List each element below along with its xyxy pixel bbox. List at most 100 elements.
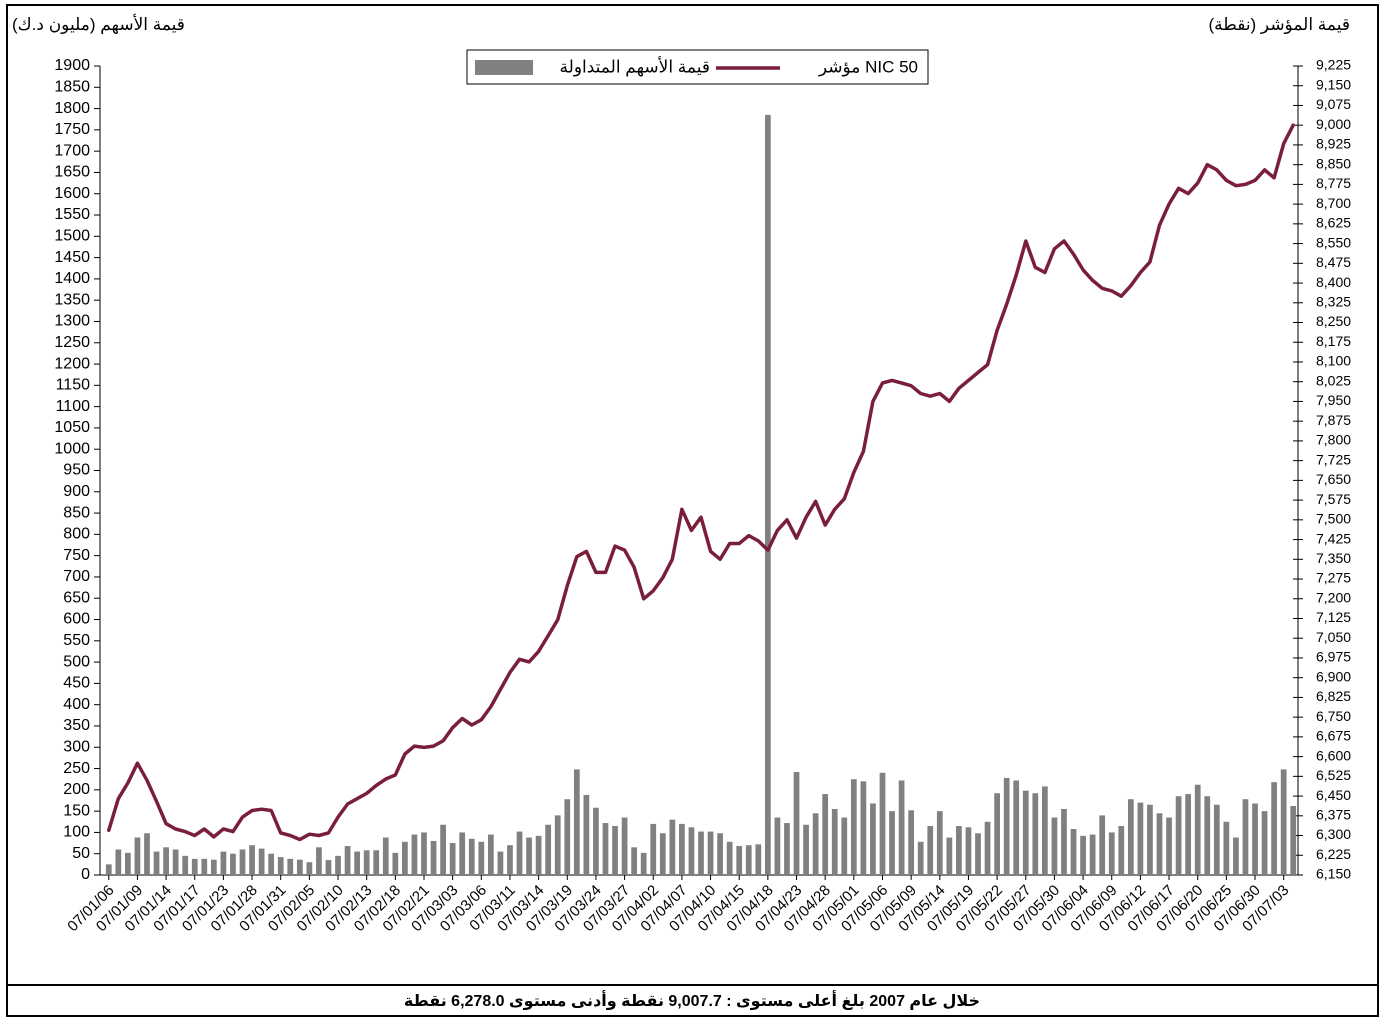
y2-tick-label: 6,675 [1316,728,1351,744]
bar [726,841,733,875]
bar [1080,835,1086,875]
bar [373,850,380,875]
bar [831,809,838,875]
bar [402,841,408,875]
bar [411,834,418,875]
bar [612,826,618,875]
bar [1022,790,1029,875]
y-tick-label: 1150 [56,377,91,394]
bar [430,840,437,875]
bar [344,846,351,875]
bar [220,851,227,875]
y2-tick-label: 6,375 [1316,807,1351,823]
bar [507,845,513,875]
y2-tick-label: 7,800 [1316,432,1351,448]
bar [917,841,924,875]
y-tick-label: 1300 [54,313,90,330]
bar [631,847,638,875]
y2-tick-label: 7,050 [1316,629,1351,645]
y-tick-label: 800 [63,526,90,543]
y-tick-label: 900 [63,483,90,500]
bar [975,833,981,875]
bar [583,794,590,875]
y-tick-label: 1800 [54,100,90,117]
y2-tick-label: 7,125 [1316,609,1351,625]
bar [526,837,532,875]
frame [6,4,1379,1017]
bar [115,849,122,875]
legend-box [466,49,929,85]
y2-tick-label: 7,275 [1316,570,1351,586]
bar [593,807,599,875]
bar [1051,817,1058,875]
y-tick-label: 1700 [54,142,90,159]
bar [545,824,552,875]
y-tick-label: 350 [63,717,90,734]
bar [105,864,112,875]
y-tick-label: 300 [63,738,90,755]
bar [153,851,160,875]
bar [669,819,676,875]
bar [1242,799,1249,875]
bar [956,826,962,875]
bar [210,859,217,875]
bar [1194,784,1201,875]
bar [1137,802,1144,875]
bar [784,823,790,875]
bar [898,780,905,875]
y2-tick-label: 7,500 [1316,511,1351,527]
bar [1070,829,1077,875]
y-tick-label: 1000 [54,440,90,457]
bar [745,845,752,875]
bar [1127,799,1134,875]
y2-tick-label: 8,175 [1316,333,1351,349]
y2-tick-label: 6,525 [1316,767,1351,783]
bar [812,813,819,875]
bar [172,849,179,875]
bar [144,833,150,875]
y-tick-label: 1100 [56,398,91,415]
y-tick-label: 450 [63,675,90,692]
bar [1204,796,1211,875]
y2-tick-label: 6,300 [1316,826,1351,842]
bar [277,857,284,875]
y-tick-label: 1650 [54,164,90,181]
bar [182,855,189,875]
bar [1213,804,1220,875]
y2-tick-label: 8,400 [1316,274,1351,290]
y2-tick-label: 8,850 [1316,155,1351,171]
bar [946,837,953,875]
bar [201,858,208,875]
bar [316,847,322,875]
bar [1118,826,1125,875]
bar [679,823,685,875]
bar [468,838,475,875]
y-tick-label: 1250 [54,334,90,351]
bar [841,817,848,875]
bar [440,824,446,875]
bar [125,852,131,875]
y-tick-label: 650 [63,589,90,606]
y-tick-label: 1200 [54,355,90,372]
bar [134,837,141,875]
y-tick-label: 1600 [54,185,90,202]
bar [258,848,265,875]
bar [564,799,571,875]
bar [163,847,169,875]
y-tick-label: 950 [63,462,90,479]
y-tick-label: 1850 [54,79,90,96]
bar [1156,813,1163,875]
bar [354,851,360,875]
y2-tick-label: 6,900 [1316,668,1351,684]
bar [478,841,485,875]
bar [1099,815,1106,875]
y2-tick-label: 6,975 [1316,649,1351,665]
y2-tick-label: 7,650 [1316,471,1351,487]
bar [1003,777,1010,875]
y-tick-label: 1350 [54,291,90,308]
y2-axis-label: قيمة المؤشر (نقطة) [1209,15,1351,34]
y-tick-label: 150 [63,802,90,819]
bar [640,852,647,875]
bar [688,827,695,875]
